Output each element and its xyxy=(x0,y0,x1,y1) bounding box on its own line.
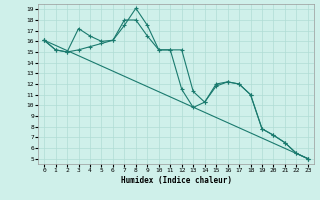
X-axis label: Humidex (Indice chaleur): Humidex (Indice chaleur) xyxy=(121,176,231,185)
